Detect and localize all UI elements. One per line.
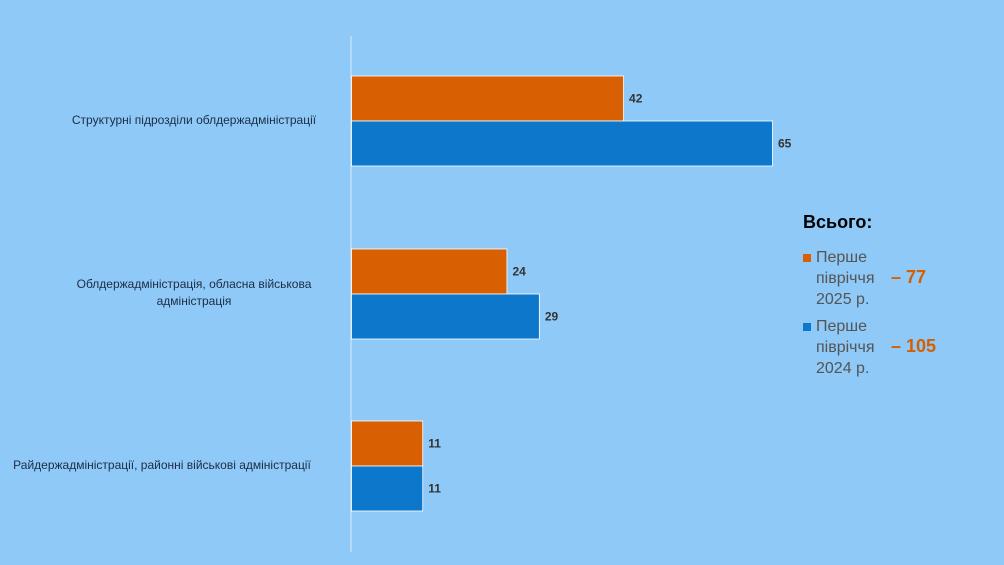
data-label-1-1: 29 bbox=[545, 310, 559, 324]
bar-0-2 bbox=[351, 420, 424, 467]
legend-title: Всього: bbox=[803, 212, 873, 232]
legend-item-2025: Перше півріччя 2025 р. – 77 bbox=[803, 247, 1003, 317]
bar-0-0 bbox=[351, 75, 624, 122]
category-label-0: Структурні підрозділи облдержадміністрац… bbox=[71, 113, 317, 127]
data-label-0-1: 24 bbox=[512, 265, 526, 279]
legend-total-2024: – 105 bbox=[891, 336, 937, 356]
legend-item-2024: Перше півріччя 2024 р. – 105 bbox=[803, 316, 1003, 386]
bar-1-2 bbox=[351, 465, 424, 512]
data-label-0-2: 11 bbox=[428, 437, 441, 451]
bar-1-1 bbox=[351, 293, 540, 340]
category-label-1: Облдержадміністрація, обласна військова … bbox=[76, 277, 312, 308]
data-label-1-0: 65 bbox=[778, 137, 792, 151]
legend-swatch-2025 bbox=[803, 254, 811, 262]
legend-swatch-2024 bbox=[803, 323, 811, 331]
bar-0-1 bbox=[351, 248, 508, 295]
data-label-0-0: 42 bbox=[629, 92, 643, 106]
legend-label-2024: Перше півріччя 2024 р. bbox=[816, 318, 875, 377]
category-label-2: Райдержадміністрації, районні військові … bbox=[13, 458, 311, 472]
legend-total-2025: – 77 bbox=[891, 267, 927, 287]
legend-label-2025: Перше півріччя 2025 р. bbox=[816, 249, 875, 308]
data-label-1-2: 11 bbox=[428, 482, 441, 496]
bar-1-0 bbox=[351, 120, 773, 167]
